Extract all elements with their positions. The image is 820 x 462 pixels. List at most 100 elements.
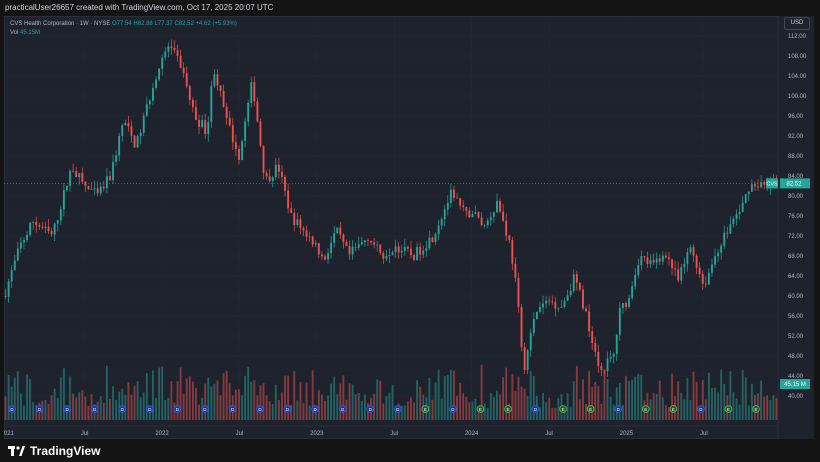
currency-button[interactable]: USD [784, 17, 810, 30]
event-marker-icon [366, 405, 375, 413]
tradingview-logo[interactable]: TradingView [8, 444, 100, 458]
candle-body [32, 221, 35, 223]
event-marker-label: D [396, 407, 400, 412]
candle-body [591, 331, 594, 344]
volume-bar [680, 392, 683, 420]
volume-bar [480, 364, 483, 420]
time-axis[interactable]: 2021 Jul 2022 Jul 2023 Jul 2024 Jul 2025 Jul [4, 425, 778, 437]
candle-body [760, 181, 763, 188]
volume-bar [210, 386, 213, 420]
candle-body [486, 220, 489, 226]
candle-body [548, 300, 551, 302]
candle-body [391, 252, 394, 256]
volume-bar [738, 404, 741, 420]
volume-bar [99, 396, 102, 420]
candle-body [281, 171, 283, 177]
volume-bar [634, 376, 637, 420]
event-marker-icon [614, 405, 623, 413]
volume-bar [336, 394, 339, 420]
time-tick-label: 2022 [155, 431, 169, 437]
candle-body [59, 209, 62, 221]
candle-body [704, 283, 707, 285]
volume-bar [529, 370, 532, 420]
candle-body [437, 225, 440, 235]
volume-bar [431, 399, 434, 420]
candle-body [754, 184, 756, 187]
candle-body [173, 48, 176, 51]
candle-body [69, 170, 71, 186]
volume-bar [483, 403, 486, 420]
event-marker-label: E [644, 407, 647, 412]
event-marker-label: E [589, 407, 592, 412]
candle-body [496, 201, 498, 213]
volume-bar [496, 390, 498, 420]
price-tick-label: 100.00 [788, 94, 807, 100]
candle-body [382, 252, 385, 259]
volume-bar [188, 376, 191, 420]
candle-body [93, 188, 96, 190]
volume-bar [314, 405, 317, 420]
volume-bar [609, 396, 612, 420]
price-axis-background [778, 16, 814, 439]
volume-bar [394, 407, 397, 420]
event-marker-label: D [65, 407, 69, 412]
volume-label: Vol [10, 30, 19, 36]
volume-bar [7, 375, 10, 420]
event-marker-label: D [313, 407, 317, 412]
candle-body [717, 252, 720, 257]
candle-body [431, 237, 434, 242]
candle-body [569, 290, 572, 296]
candle-body [388, 255, 391, 257]
candle-body [649, 260, 652, 264]
volume-bar [744, 377, 747, 420]
logo-text: TradingView [30, 444, 101, 458]
price-tick-label: 108.00 [788, 54, 807, 60]
volume-bar [640, 374, 643, 420]
candle-body [262, 145, 265, 173]
candle-body [674, 268, 677, 270]
candle-body [216, 74, 219, 86]
event-marker-label: E [506, 407, 509, 412]
price-axis[interactable]: 40.00 44.00 48.00 52.00 56.00 60.00 64.00 68.00… [777, 16, 814, 439]
candle-body [152, 87, 154, 101]
volume-bar [213, 383, 216, 420]
candle-body [56, 220, 59, 224]
volume-bar [772, 395, 775, 420]
volume-bar [62, 368, 65, 420]
candle-body [671, 259, 673, 269]
volume-bar [164, 400, 167, 420]
volume-bar [195, 387, 197, 420]
candle-body [139, 132, 142, 137]
volume-bar [167, 397, 170, 420]
volume-bar [701, 379, 704, 420]
candle-body [327, 253, 329, 260]
volume-bar [305, 382, 308, 420]
event-marker-icon [586, 405, 595, 413]
volume-bar [704, 399, 707, 420]
event-marker-label: E [672, 407, 675, 412]
price-tick-label: 64.00 [788, 274, 804, 280]
time-tick-label: 2024 [465, 431, 479, 437]
tradingview-logo-icon [8, 446, 25, 456]
event-marker-icon [63, 405, 71, 413]
candle-body [505, 220, 508, 236]
volume-bar [628, 380, 630, 420]
symbol-title: CVS Health Corporation · 1W · NYSE [10, 21, 111, 27]
grid-lines [4, 16, 778, 426]
candle-body [195, 107, 197, 121]
close-value: C82.52 [174, 21, 194, 27]
volume-bar [145, 373, 148, 420]
volume-bar [471, 401, 474, 420]
candle-body [360, 242, 363, 245]
volume-bar [44, 399, 47, 420]
volume-bar [459, 382, 462, 420]
candle-body [410, 248, 412, 256]
change-value: +4.62 (+5.93%) [195, 21, 237, 27]
event-marker-label: E [479, 407, 482, 412]
volume-bar [102, 403, 105, 420]
candle-body [26, 234, 28, 240]
candle-body [612, 353, 615, 357]
price-tick-label: 92.00 [788, 134, 804, 140]
